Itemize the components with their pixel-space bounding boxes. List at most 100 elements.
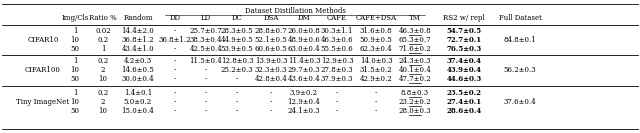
Text: 29.7±0.3: 29.7±0.3 bbox=[288, 66, 320, 74]
Text: 43.4±1.0: 43.4±1.0 bbox=[122, 45, 154, 53]
Text: Random: Random bbox=[123, 14, 153, 22]
Text: 30.0±0.4: 30.0±0.4 bbox=[122, 75, 154, 83]
Text: 23.5±0.2: 23.5±0.2 bbox=[447, 89, 481, 97]
Text: -: - bbox=[336, 98, 338, 106]
Text: 40.1±0.4: 40.1±0.4 bbox=[399, 66, 431, 74]
Text: CAFE: CAFE bbox=[327, 14, 347, 22]
Text: 46.3±0.6: 46.3±0.6 bbox=[321, 36, 353, 44]
Text: 32.3±0.3: 32.3±0.3 bbox=[255, 66, 287, 74]
Text: TM: TM bbox=[409, 14, 421, 22]
Text: DD: DD bbox=[170, 14, 180, 22]
Text: -: - bbox=[270, 89, 272, 97]
Text: -: - bbox=[270, 107, 272, 115]
Text: 13.9±0.3: 13.9±0.3 bbox=[255, 57, 287, 65]
Text: -: - bbox=[174, 98, 176, 106]
Text: RS2 w/ repl: RS2 w/ repl bbox=[443, 14, 485, 22]
Text: -: - bbox=[205, 89, 207, 97]
Text: -: - bbox=[174, 57, 176, 65]
Text: 2: 2 bbox=[100, 98, 105, 106]
Text: 84.8±0.1: 84.8±0.1 bbox=[504, 36, 536, 44]
Text: 4.2±0.3: 4.2±0.3 bbox=[124, 57, 152, 65]
Text: -: - bbox=[174, 45, 176, 53]
Text: 11.5±0.4: 11.5±0.4 bbox=[189, 57, 222, 65]
Text: 38.3±0.4: 38.3±0.4 bbox=[189, 36, 222, 44]
Text: 50: 50 bbox=[70, 107, 79, 115]
Text: 55.5±0.6: 55.5±0.6 bbox=[321, 45, 353, 53]
Text: 8.8±0.3: 8.8±0.3 bbox=[401, 89, 429, 97]
Text: 10: 10 bbox=[70, 36, 79, 44]
Text: 36.8±1.2: 36.8±1.2 bbox=[122, 36, 154, 44]
Text: 65.3±0.7: 65.3±0.7 bbox=[399, 36, 431, 44]
Text: 10: 10 bbox=[99, 107, 108, 115]
Text: Ratio %: Ratio % bbox=[89, 14, 117, 22]
Text: 5.0±0.2: 5.0±0.2 bbox=[124, 98, 152, 106]
Text: 12.8±0.3: 12.8±0.3 bbox=[221, 57, 253, 65]
Text: -: - bbox=[336, 89, 338, 97]
Text: 14.6±0.5: 14.6±0.5 bbox=[122, 66, 154, 74]
Text: 63.0±0.4: 63.0±0.4 bbox=[288, 45, 320, 53]
Text: 53.9±0.5: 53.9±0.5 bbox=[221, 45, 253, 53]
Text: 23.2±0.2: 23.2±0.2 bbox=[399, 98, 431, 106]
Text: 1: 1 bbox=[73, 27, 77, 35]
Text: DSA: DSA bbox=[263, 14, 278, 22]
Text: 52.1±0.5: 52.1±0.5 bbox=[255, 36, 287, 44]
Text: 2: 2 bbox=[100, 66, 105, 74]
Text: 43.6±0.4: 43.6±0.4 bbox=[288, 75, 320, 83]
Text: 31.5±0.2: 31.5±0.2 bbox=[360, 66, 392, 74]
Text: 72.7±0.1: 72.7±0.1 bbox=[447, 36, 481, 44]
Text: -: - bbox=[205, 107, 207, 115]
Text: 50.9±0.5: 50.9±0.5 bbox=[360, 36, 392, 44]
Text: 27.4±0.1: 27.4±0.1 bbox=[447, 98, 481, 106]
Text: 28.8±0.7: 28.8±0.7 bbox=[255, 27, 287, 35]
Text: 14.0±0.3: 14.0±0.3 bbox=[360, 57, 392, 65]
Text: -: - bbox=[236, 107, 238, 115]
Text: 1: 1 bbox=[100, 45, 105, 53]
Text: -: - bbox=[174, 75, 176, 83]
Text: LD: LD bbox=[201, 14, 211, 22]
Text: 0.02: 0.02 bbox=[95, 27, 111, 35]
Text: 71.6±0.2: 71.6±0.2 bbox=[399, 45, 431, 53]
Text: 37.4±0.4: 37.4±0.4 bbox=[447, 57, 481, 65]
Text: -: - bbox=[174, 89, 176, 97]
Text: 62.3±0.4: 62.3±0.4 bbox=[360, 45, 392, 53]
Text: 50: 50 bbox=[70, 75, 79, 83]
Text: 42.5±0.4: 42.5±0.4 bbox=[189, 45, 222, 53]
Text: 54.7±0.5: 54.7±0.5 bbox=[447, 27, 481, 35]
Text: -: - bbox=[375, 89, 377, 97]
Text: -: - bbox=[174, 66, 176, 74]
Text: Full Dataset: Full Dataset bbox=[499, 14, 541, 22]
Text: -: - bbox=[236, 89, 238, 97]
Text: 42.9±0.2: 42.9±0.2 bbox=[360, 75, 392, 83]
Text: CAFE+DSA: CAFE+DSA bbox=[355, 14, 397, 22]
Text: -: - bbox=[205, 98, 207, 106]
Text: -: - bbox=[336, 107, 338, 115]
Text: 28.3±0.5: 28.3±0.5 bbox=[221, 27, 253, 35]
Text: -: - bbox=[375, 98, 377, 106]
Text: 44.6±0.3: 44.6±0.3 bbox=[447, 75, 481, 83]
Text: 25.2±0.3: 25.2±0.3 bbox=[221, 66, 253, 74]
Text: 10: 10 bbox=[70, 66, 79, 74]
Text: 50: 50 bbox=[70, 45, 79, 53]
Text: 44.9±0.5: 44.9±0.5 bbox=[221, 36, 253, 44]
Text: Dataset Distillation Methods: Dataset Distillation Methods bbox=[244, 7, 346, 15]
Text: 76.5±0.3: 76.5±0.3 bbox=[447, 45, 481, 53]
Text: 1.4±0.1: 1.4±0.1 bbox=[124, 89, 152, 97]
Text: 12.9±0.3: 12.9±0.3 bbox=[321, 57, 353, 65]
Text: 3.9±0.2: 3.9±0.2 bbox=[290, 89, 318, 97]
Text: 26.0±0.8: 26.0±0.8 bbox=[287, 27, 321, 35]
Text: 36.8±1.2: 36.8±1.2 bbox=[159, 36, 191, 44]
Text: 28.6±0.4: 28.6±0.4 bbox=[446, 107, 482, 115]
Text: 0.2: 0.2 bbox=[97, 57, 109, 65]
Text: -: - bbox=[205, 75, 207, 83]
Text: CIFAR10: CIFAR10 bbox=[28, 36, 59, 44]
Text: Tiny ImageNet: Tiny ImageNet bbox=[17, 98, 70, 106]
Text: 31.6±0.8: 31.6±0.8 bbox=[360, 27, 392, 35]
Text: 27.8±0.3: 27.8±0.3 bbox=[321, 66, 353, 74]
Text: 24.3±0.3: 24.3±0.3 bbox=[399, 57, 431, 65]
Text: 0.2: 0.2 bbox=[97, 36, 109, 44]
Text: 10: 10 bbox=[70, 98, 79, 106]
Text: -: - bbox=[236, 75, 238, 83]
Text: 12.9±0.4: 12.9±0.4 bbox=[287, 98, 321, 106]
Text: DC: DC bbox=[232, 14, 243, 22]
Text: 10: 10 bbox=[99, 75, 108, 83]
